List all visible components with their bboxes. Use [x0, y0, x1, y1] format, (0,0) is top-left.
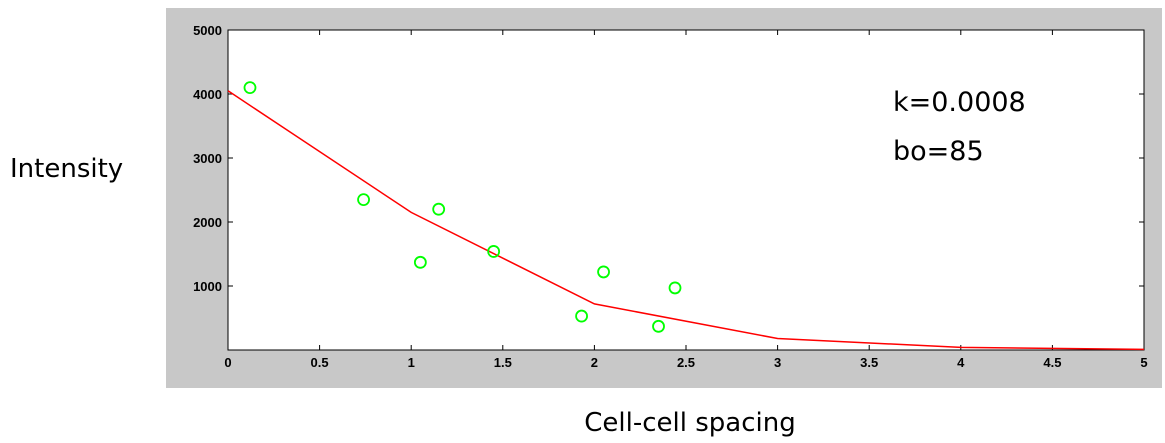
- x-axis-label: Cell-cell spacing: [584, 408, 795, 438]
- x-tick-label: 4: [957, 355, 965, 370]
- y-tick-label: 4000: [193, 87, 222, 102]
- x-tick-label: 1: [408, 355, 415, 370]
- data-point: [432, 202, 446, 216]
- data-point: [575, 309, 588, 323]
- x-tick-label: 1.5: [494, 355, 512, 370]
- x-tick-label: 0.5: [311, 355, 329, 370]
- fit-line: [227, 90, 1145, 351]
- data-point: [487, 245, 501, 258]
- y-tick-label: 1000: [193, 279, 222, 294]
- data-points-group: [243, 81, 682, 333]
- annotation-k: k=0.0008: [893, 87, 1026, 118]
- x-tick-label: 3.5: [860, 355, 878, 370]
- fit-line-group: [227, 90, 1145, 351]
- data-point: [243, 81, 257, 94]
- plot-area: [227, 29, 1145, 351]
- x-tick-label: 3: [774, 355, 781, 370]
- y-tick-label: 5000: [193, 23, 222, 38]
- y-axis-label: Intensity: [10, 154, 123, 184]
- annotation-bo: bo=85: [893, 136, 984, 167]
- data-point: [357, 193, 370, 207]
- tick-group: 0 0.5 1 1.5 2 2.5 3 3.5 4 4.5 5 1000 2000 3000 4000 500…: [193, 23, 1148, 370]
- y-tick-label: 2000: [193, 215, 222, 230]
- x-tick-label: 2.5: [677, 355, 695, 370]
- y-tick-label: 3000: [193, 151, 222, 166]
- data-point: [597, 265, 610, 279]
- x-tick-label: 0: [224, 355, 231, 370]
- data-point: [668, 281, 682, 295]
- x-tick-label: 4.5: [1043, 355, 1061, 370]
- data-point: [413, 255, 427, 269]
- x-tick-label: 2: [591, 355, 598, 370]
- x-tick-label: 5: [1140, 355, 1147, 370]
- data-point: [652, 319, 665, 333]
